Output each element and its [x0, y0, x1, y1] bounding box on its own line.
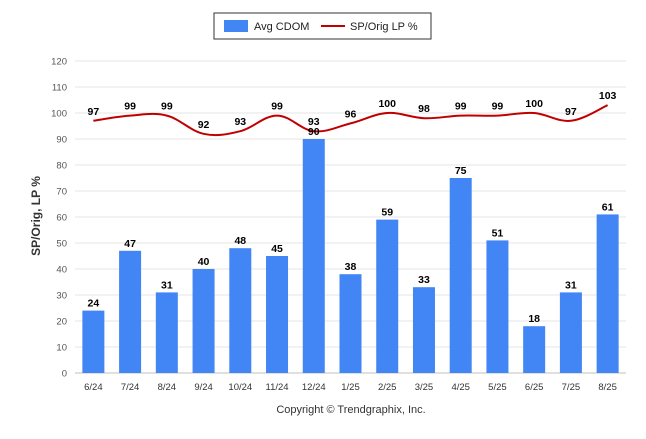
line-value-label: 97 [565, 106, 577, 118]
line-value-label: 93 [308, 116, 320, 128]
bar-value-label: 33 [418, 274, 430, 286]
x-tick-label: 2/25 [378, 382, 397, 393]
line-value-label: 100 [525, 98, 543, 110]
bar [339, 274, 362, 373]
line-value-label: 96 [345, 108, 357, 120]
x-tick-label: 10/24 [228, 382, 252, 393]
bar-value-label: 51 [492, 227, 504, 239]
bar [596, 214, 619, 373]
x-tick-label: 9/24 [194, 382, 213, 393]
bar [229, 248, 252, 373]
bar-value-label: 24 [88, 298, 100, 310]
x-tick-label: 7/25 [562, 382, 581, 393]
line-value-label: 103 [599, 90, 617, 102]
copyright-footer: Copyright © Trendgraphix, Inc. [276, 404, 425, 416]
bar [302, 139, 325, 373]
legend-label-line: SP/Orig LP % [350, 21, 418, 33]
y-tick-label: 70 [56, 187, 67, 198]
y-tick-label: 90 [56, 135, 67, 146]
x-tick-label: 3/25 [415, 382, 434, 393]
line-value-label: 97 [88, 106, 100, 118]
legend-label-bar: Avg CDOM [254, 21, 309, 33]
x-tick-label: 7/24 [121, 382, 140, 393]
bar [449, 178, 472, 373]
x-tick-label: 5/25 [488, 382, 507, 393]
bar [412, 287, 435, 373]
bar [155, 292, 178, 373]
x-tick-label: 8/25 [598, 382, 617, 393]
y-tick-label: 10 [56, 343, 67, 354]
y-tick-label: 60 [56, 213, 67, 224]
line-value-label: 98 [418, 103, 430, 115]
bar-value-label: 18 [528, 313, 540, 325]
line-value-label: 99 [161, 101, 173, 113]
bar-value-label: 31 [161, 279, 173, 291]
bar [376, 219, 399, 373]
y-tick-label: 110 [52, 83, 67, 94]
line-value-label: 99 [455, 101, 467, 113]
y-tick-label: 100 [51, 109, 67, 120]
line-value-label: 92 [198, 119, 210, 131]
x-tick-label: 8/24 [158, 382, 177, 393]
y-tick-label: 50 [56, 239, 67, 250]
bar [82, 310, 105, 373]
x-tick-label: 12/24 [302, 382, 326, 393]
bar [486, 240, 509, 373]
bar [266, 256, 289, 373]
y-tick-label: 40 [56, 265, 67, 276]
line-series [93, 104, 609, 137]
x-tick-label: 4/25 [451, 382, 470, 393]
data-labels: 24 47 31 40 48 45 90 38 59 33 75 51 18 31 61 97 99 99 92 93… [88, 90, 617, 325]
y-axis-title: SP/Orig, LP % [29, 176, 43, 256]
bar [523, 326, 546, 373]
bar-value-label: 61 [602, 201, 614, 213]
bar-series [82, 139, 619, 373]
x-tick-label: 1/25 [341, 382, 360, 393]
line-value-label: 99 [124, 101, 136, 113]
bar-value-label: 31 [565, 279, 577, 291]
line-value-label: 93 [234, 116, 246, 128]
bar-value-label: 48 [234, 235, 246, 247]
x-tick-label: 6/24 [84, 382, 103, 393]
bar-value-label: 59 [381, 207, 393, 219]
y-tick-label: 80 [56, 161, 67, 172]
bar-value-label: 90 [308, 126, 320, 138]
bar-value-label: 38 [345, 261, 357, 273]
line-value-label: 100 [378, 98, 396, 110]
y-tick-label: 0 [62, 369, 67, 380]
y-tick-label: 120 [51, 57, 67, 68]
bar-value-label: 47 [124, 238, 136, 250]
legend: Avg CDOM SP/Orig LP % [213, 12, 432, 40]
line-value-label: 99 [492, 101, 504, 113]
bar [119, 250, 142, 373]
bar-value-label: 40 [198, 256, 210, 268]
x-tick-label: 6/25 [525, 382, 544, 393]
y-tick-label: 30 [56, 291, 67, 302]
x-tick-label: 11/24 [265, 382, 288, 393]
bar-value-label: 45 [271, 243, 283, 255]
legend-swatch-bar [224, 20, 248, 32]
line-value-label: 99 [271, 101, 283, 113]
bar [559, 292, 582, 373]
bar [192, 269, 215, 373]
y-tick-label: 20 [56, 317, 67, 328]
sp-orig-lp-line [93, 104, 609, 137]
bar-value-label: 75 [455, 165, 467, 177]
